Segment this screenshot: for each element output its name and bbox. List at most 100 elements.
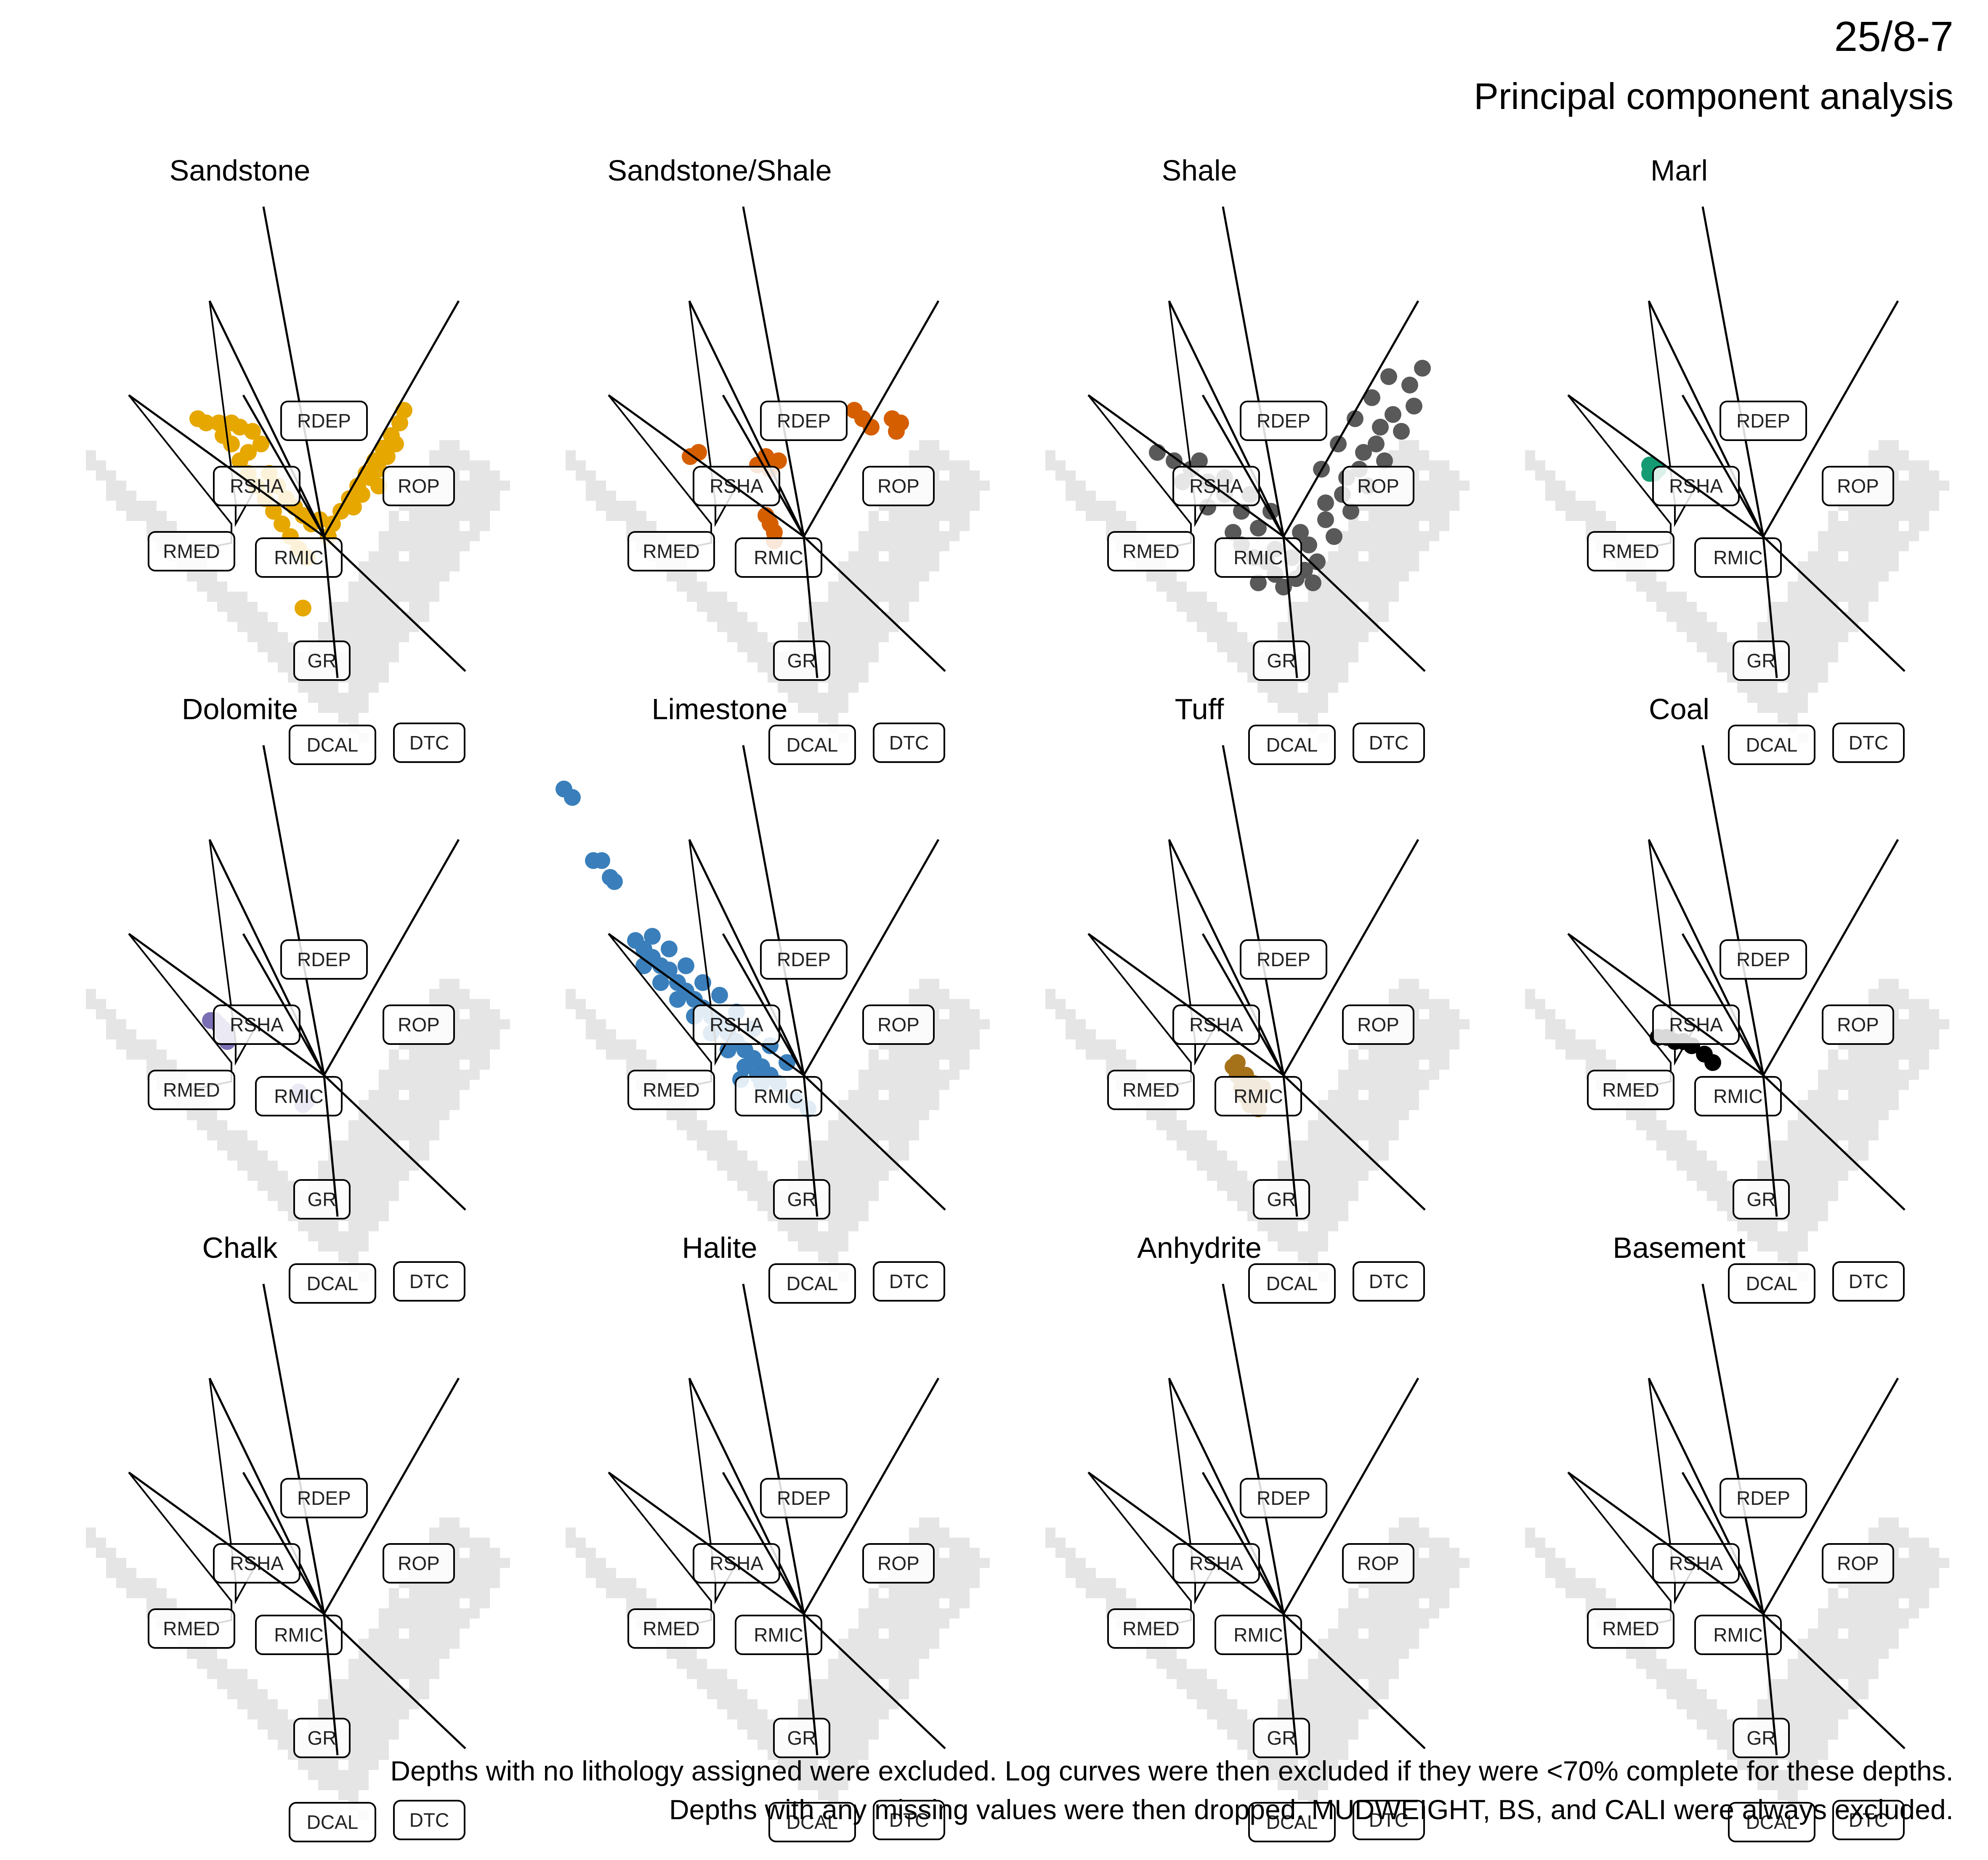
density-cell [1318,1689,1328,1699]
density-cell [949,521,959,531]
density-cell [1379,531,1389,541]
density-cell [737,1181,747,1191]
density-cell [1808,1629,1818,1639]
density-cell [1197,1689,1207,1699]
density-cell [1818,571,1828,582]
density-cell [1409,561,1419,571]
density-cell [697,1679,707,1689]
density-cell [1868,1110,1879,1120]
density-cell [1338,1730,1348,1740]
density-cell [909,1120,919,1130]
density-cell [348,1140,359,1151]
density-cell [1419,999,1429,1009]
density-cell [369,1760,379,1770]
density-cell [439,979,449,989]
density-cell [1778,1770,1788,1780]
loading-label-rdep: RDEP [297,949,351,970]
density-cell [848,1100,858,1110]
density-cell [1217,632,1227,642]
density-cell [798,1760,808,1770]
density-cell [596,1558,606,1568]
density-cell [889,1689,899,1699]
density-cell [909,561,919,571]
density-cell [1848,521,1858,531]
density-cell [1808,1140,1818,1151]
density-cell [1338,1110,1348,1120]
density-cell [268,652,278,662]
density-cell [879,1080,889,1090]
density-cell [1096,1588,1106,1598]
loading-line-rsha [688,1377,805,1615]
density-cell [1449,1548,1459,1558]
density-cell [1808,561,1818,571]
density-cell [237,1151,247,1161]
density-cell [1318,602,1328,612]
density-cell [1298,602,1308,612]
density-cell [1459,1558,1470,1568]
density-cell [1818,1080,1828,1090]
loading-label-box [735,1076,822,1116]
density-cell [96,1548,106,1558]
density-cell [909,1598,919,1608]
density-cell [96,1009,106,1019]
panel-coal: RDEP RSHA RMED RMIC ROP GR DCAL DTC Coal [1439,661,1949,1304]
density-cell [1545,1019,1555,1029]
loading-label-rop: ROP [877,1552,920,1574]
density-cell [1419,1019,1429,1029]
density-cell [626,1578,636,1588]
density-cell [480,1019,490,1029]
density-cell [389,612,399,622]
loading-label-rmed: RMED [163,1079,220,1101]
density-cell [1656,602,1666,612]
density-cell [1808,1161,1818,1171]
density-cell [909,989,919,999]
density-cell [909,1588,919,1598]
density-cell [808,1151,818,1161]
density-cell [1828,622,1838,632]
density-cell [919,450,929,460]
density-cell [909,541,919,551]
density-cell [1596,1050,1606,1060]
density-cell [1697,1689,1707,1699]
density-cell [798,703,808,713]
density-cell [116,1039,126,1050]
density-cell [1879,1090,1889,1100]
density-cell [858,541,869,551]
loading-label-box [213,466,300,506]
density-cell [889,1060,899,1070]
density-cell [369,1090,379,1100]
density-cell [848,612,858,622]
loading-label-dcal: DCAL [1266,1811,1318,1833]
density-cell [1828,1598,1838,1608]
density-cell [858,1140,869,1151]
density-cell [747,1730,757,1740]
density-cell [1308,1171,1318,1181]
density-cell [1278,1161,1288,1171]
density-cell [1788,1709,1798,1719]
density-cell [677,571,687,582]
density-cell [1389,1659,1399,1669]
loading-line-rdep [262,745,325,1076]
loading-label-box [768,1263,856,1304]
loading-label-dtc: DTC [409,1270,449,1292]
density-cell [889,531,899,541]
loading-label-box [693,1004,780,1045]
density-cell [889,1110,899,1120]
density-cell [348,582,359,592]
density-cell [1399,571,1409,582]
density-cell [470,1070,480,1080]
density-cell [828,1669,838,1679]
density-cell [1227,1699,1237,1709]
density-cell [359,1719,369,1730]
density-cell [1828,582,1838,592]
density-cell [389,1588,399,1598]
density-cell [959,521,970,531]
loading-line-dcal [1762,1613,1778,1756]
loading-label-dtc: DTC [409,1809,449,1831]
loading-line-rmed [1087,394,1284,538]
density-cell [409,1629,419,1639]
density-cell [1106,501,1116,511]
density-cell [858,1719,869,1730]
density-cell [858,1080,869,1090]
density-cell [338,1252,348,1262]
